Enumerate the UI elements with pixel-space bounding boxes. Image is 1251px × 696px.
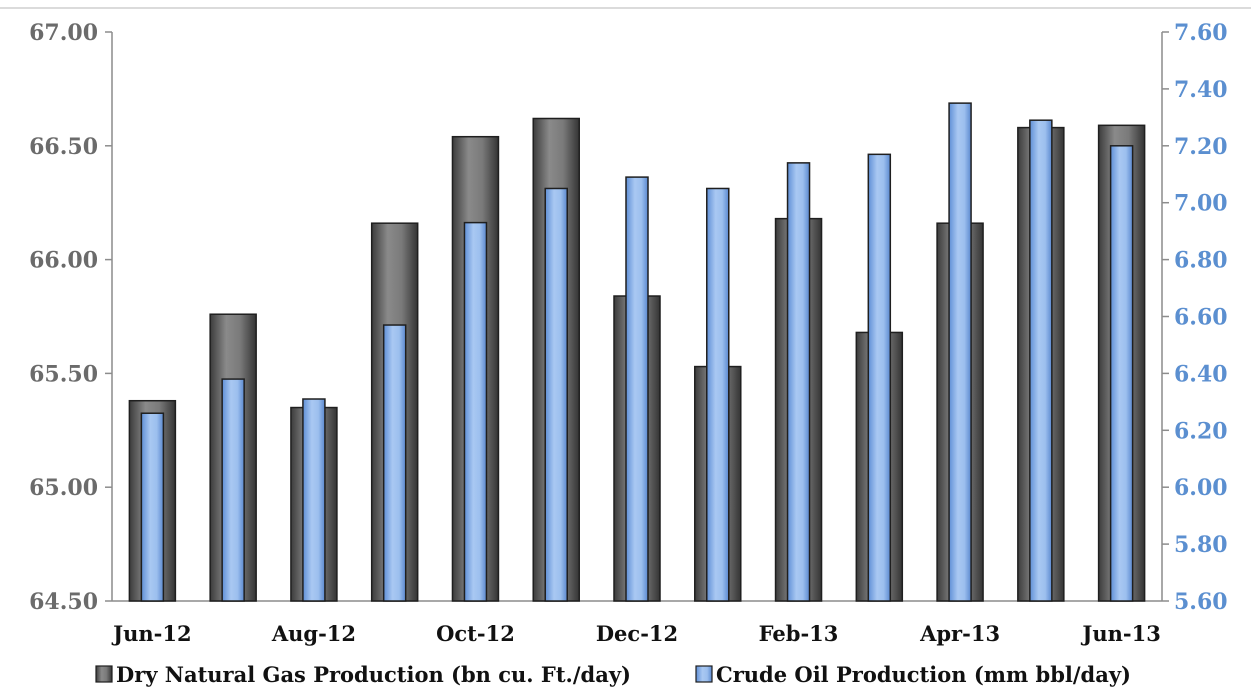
- right-axis-tick-label: 7.00: [1174, 191, 1228, 217]
- right-axis-tick-label: 5.60: [1174, 589, 1228, 615]
- left-axis-tick-label: 66.00: [29, 248, 98, 274]
- oil-bar: [302, 398, 326, 602]
- oil-bar: [625, 176, 649, 602]
- right-axis-tick-label: 6.40: [1174, 361, 1228, 387]
- oil-bar: [140, 412, 165, 602]
- left-axis-tick-label: 66.50: [29, 134, 98, 160]
- oil-bar: [1029, 119, 1053, 602]
- right-axis-tick-label: 6.20: [1174, 418, 1228, 444]
- oil-bars-layer: [140, 102, 1134, 602]
- right-axis-tick-label: 6.00: [1174, 475, 1228, 501]
- oil-bar: [867, 153, 892, 602]
- oil-bar: [382, 324, 407, 602]
- legend: Dry Natural Gas Production (bn cu. Ft./d…: [95, 662, 1131, 687]
- oil-bar: [463, 221, 488, 602]
- x-axis-tick-label: Oct-12: [436, 621, 515, 646]
- x-axis-tick-label: Jun-12: [111, 621, 191, 646]
- tick-labels-layer: 64.50 65.00 65.50 66.00 66.50 67.00 5.60 5.80 6.…: [29, 20, 1227, 646]
- oil-bar: [544, 187, 568, 602]
- right-axis-tick-label: 6.60: [1174, 305, 1228, 331]
- oil-bar: [221, 378, 245, 602]
- oil-bar: [706, 187, 730, 602]
- right-axis-tick-label: 7.40: [1174, 77, 1228, 103]
- legend-label-oil: Crude Oil Production (mm bbl/day): [716, 662, 1131, 687]
- left-axis-tick-label: 65.00: [29, 475, 98, 501]
- x-axis-tick-label: Jun-13: [1080, 621, 1160, 646]
- left-axis-tick-label: 67.00: [29, 20, 98, 46]
- x-axis-tick-label: Dec-12: [596, 621, 678, 646]
- left-axis-tick-label: 65.50: [29, 361, 98, 387]
- right-axis-tick-label: 7.20: [1174, 134, 1228, 160]
- oil-bar: [948, 102, 972, 602]
- legend-label-gas: Dry Natural Gas Production (bn cu. Ft./d…: [116, 662, 631, 687]
- left-axis-tick-label: 64.50: [29, 589, 98, 615]
- x-axis-tick-label: Apr-13: [919, 621, 1000, 646]
- right-axis-tick-label: 7.60: [1174, 20, 1228, 46]
- legend-swatch-gas: [95, 665, 113, 683]
- oil-bar: [1109, 145, 1134, 602]
- right-axis-tick-label: 6.80: [1174, 248, 1228, 274]
- x-axis-tick-label: Aug-12: [271, 621, 356, 646]
- right-axis-tick-label: 5.80: [1174, 532, 1228, 558]
- oil-bar: [786, 162, 811, 602]
- x-axis-tick-label: Feb-13: [759, 621, 839, 646]
- legend-swatch-oil: [695, 665, 713, 683]
